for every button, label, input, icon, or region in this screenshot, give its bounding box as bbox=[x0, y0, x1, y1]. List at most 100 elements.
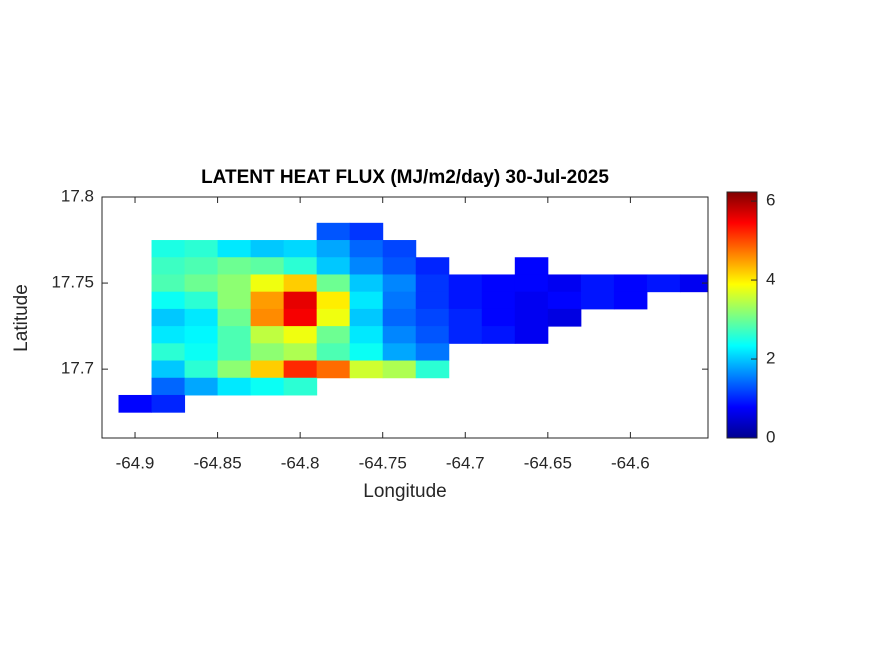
heat-cell bbox=[283, 308, 318, 327]
heat-cell bbox=[580, 291, 615, 310]
heat-cell bbox=[316, 291, 351, 310]
y-tick-label: 17.7 bbox=[61, 359, 94, 378]
heat-cell bbox=[613, 274, 648, 293]
heat-cell bbox=[481, 291, 516, 310]
heat-cell bbox=[382, 274, 417, 293]
heat-cell bbox=[250, 343, 285, 362]
heat-cell bbox=[646, 274, 681, 293]
heat-cell bbox=[250, 257, 285, 275]
colorbar-tick-label: 6 bbox=[766, 191, 775, 210]
heat-cell bbox=[151, 360, 186, 379]
heat-cell bbox=[217, 274, 252, 293]
heat-cell bbox=[415, 343, 450, 362]
heat-cell bbox=[415, 291, 450, 310]
heat-cell bbox=[580, 274, 615, 293]
heat-cell bbox=[613, 291, 648, 310]
heat-cell bbox=[250, 326, 285, 344]
colorbar-tick-label: 0 bbox=[766, 427, 775, 446]
heat-cell bbox=[382, 257, 417, 275]
heat-cell bbox=[547, 274, 582, 293]
heat-cell bbox=[217, 377, 252, 396]
heat-cell bbox=[283, 291, 318, 310]
heatmap-layer bbox=[118, 222, 708, 413]
heat-cell bbox=[547, 291, 582, 310]
heat-cell bbox=[184, 240, 219, 258]
x-tick-label: -64.75 bbox=[359, 453, 407, 472]
heat-cell bbox=[151, 257, 186, 275]
x-tick-label: -64.9 bbox=[116, 453, 155, 472]
heat-cell bbox=[349, 343, 384, 362]
heat-cell bbox=[547, 308, 582, 327]
x-tick-label: -64.6 bbox=[611, 453, 650, 472]
heat-cell bbox=[151, 308, 186, 327]
heat-cell bbox=[118, 394, 153, 413]
y-tick-label: 17.75 bbox=[51, 273, 94, 292]
heat-cell bbox=[184, 274, 219, 293]
heat-cell bbox=[283, 343, 318, 362]
heat-cell bbox=[514, 274, 549, 293]
heat-cell bbox=[415, 274, 450, 293]
heat-cell bbox=[415, 257, 450, 275]
heat-cell bbox=[184, 377, 219, 396]
heat-cell bbox=[283, 377, 318, 396]
heat-cell bbox=[316, 326, 351, 344]
heat-cell bbox=[415, 360, 450, 379]
heat-cell bbox=[415, 326, 450, 344]
heat-cell bbox=[349, 360, 384, 379]
heat-cell bbox=[382, 308, 417, 327]
heat-cell bbox=[316, 360, 351, 379]
heat-cell bbox=[415, 308, 450, 327]
heat-cell bbox=[316, 274, 351, 293]
x-tick-label: -64.7 bbox=[446, 453, 485, 472]
x-axis-label: Longitude bbox=[363, 481, 446, 502]
colorbar bbox=[726, 191, 758, 439]
heat-cell bbox=[184, 326, 219, 344]
heat-cell bbox=[283, 326, 318, 344]
heat-cell bbox=[250, 360, 285, 379]
heat-cell bbox=[448, 326, 483, 344]
heat-cell bbox=[448, 291, 483, 310]
heat-cell bbox=[250, 291, 285, 310]
heat-cell bbox=[250, 308, 285, 327]
heat-cell bbox=[382, 326, 417, 344]
heat-cell bbox=[283, 240, 318, 258]
heat-cell bbox=[151, 343, 186, 362]
heat-cell bbox=[349, 308, 384, 327]
heat-cell bbox=[382, 291, 417, 310]
heat-cell bbox=[184, 308, 219, 327]
heat-cell bbox=[250, 377, 285, 396]
heat-cell bbox=[283, 360, 318, 379]
heat-cell bbox=[184, 291, 219, 310]
x-tick-label: -64.8 bbox=[281, 453, 320, 472]
x-tick-label: -64.85 bbox=[193, 453, 241, 472]
colorbar-tick-label: 2 bbox=[766, 349, 775, 368]
colorbar-tick-label: 4 bbox=[766, 270, 775, 289]
heat-cell bbox=[184, 360, 219, 379]
heat-cell bbox=[481, 326, 516, 344]
heat-cell bbox=[151, 291, 186, 310]
heat-cell bbox=[283, 274, 318, 293]
y-axis-label: Latitude bbox=[11, 284, 32, 352]
heat-cell bbox=[283, 257, 318, 275]
heat-cell bbox=[316, 257, 351, 275]
heat-cell bbox=[250, 274, 285, 293]
heat-cell bbox=[514, 308, 549, 327]
heat-cell bbox=[514, 257, 549, 275]
heat-cell bbox=[382, 343, 417, 362]
heat-cell bbox=[151, 240, 186, 258]
heat-cell bbox=[316, 343, 351, 362]
heat-cell bbox=[316, 222, 351, 241]
heat-cell bbox=[151, 326, 186, 344]
heat-cell bbox=[217, 308, 252, 327]
plot-frame bbox=[101, 196, 709, 439]
heat-cell bbox=[481, 308, 516, 327]
heat-cell bbox=[217, 360, 252, 379]
heat-cell bbox=[217, 326, 252, 344]
chart-title: LATENT HEAT FLUX (MJ/m2/day) 30-Jul-2025 bbox=[201, 167, 609, 188]
heat-cell bbox=[217, 343, 252, 362]
heat-cell bbox=[448, 308, 483, 327]
heat-cell bbox=[151, 274, 186, 293]
heat-cell bbox=[151, 377, 186, 396]
heat-cell bbox=[316, 240, 351, 258]
